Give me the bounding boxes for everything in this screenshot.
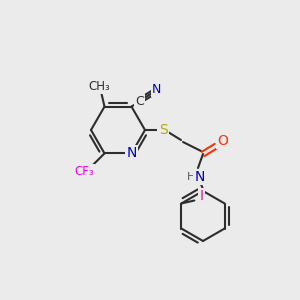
Text: I: I xyxy=(199,190,203,203)
Text: H: H xyxy=(187,172,195,182)
Text: C: C xyxy=(135,95,144,108)
Text: CF₃: CF₃ xyxy=(75,165,94,178)
Text: O: O xyxy=(218,134,228,148)
Text: N: N xyxy=(126,146,137,161)
Text: CH₃: CH₃ xyxy=(88,80,110,93)
Text: N: N xyxy=(152,83,161,96)
Text: S: S xyxy=(159,123,167,137)
Text: N: N xyxy=(195,170,205,184)
